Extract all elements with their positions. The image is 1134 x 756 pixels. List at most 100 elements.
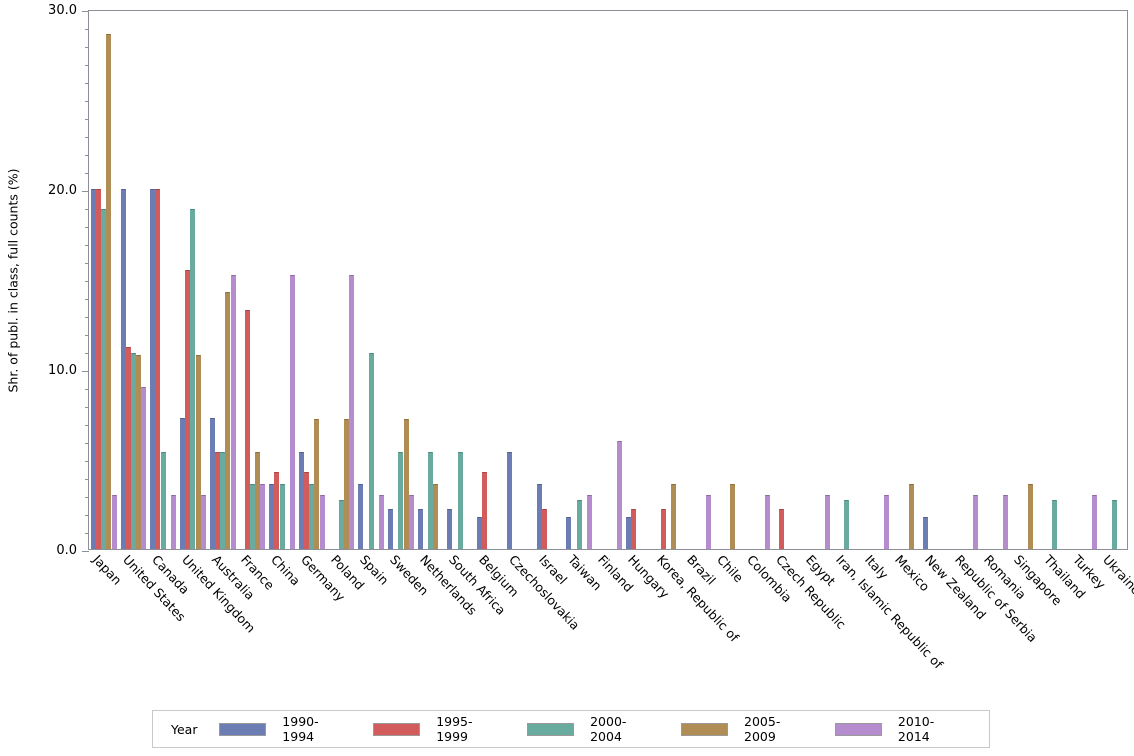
- bar[interactable]: [120, 189, 126, 549]
- bar[interactable]: [779, 509, 785, 549]
- bar[interactable]: [506, 451, 512, 549]
- bar-group: [1040, 11, 1070, 549]
- bar[interactable]: [309, 484, 315, 549]
- bar[interactable]: [417, 509, 423, 549]
- bar[interactable]: [908, 484, 914, 549]
- bar[interactable]: [319, 495, 325, 549]
- bar[interactable]: [358, 484, 364, 549]
- x-axis-labels: Japan United States Canada United Kingdom Au…: [88, 552, 1134, 702]
- bar[interactable]: [730, 484, 736, 549]
- bar[interactable]: [274, 471, 280, 549]
- bar[interactable]: [298, 451, 304, 549]
- legend-item[interactable]: 1990-1994: [219, 714, 343, 744]
- bar[interactable]: [314, 419, 320, 549]
- bar[interactable]: [1111, 500, 1117, 549]
- bar[interactable]: [179, 417, 185, 549]
- bar[interactable]: [214, 451, 220, 549]
- legend-item[interactable]: 2005-2009: [681, 714, 805, 744]
- bar[interactable]: [171, 495, 177, 549]
- bar[interactable]: [671, 484, 677, 549]
- bar[interactable]: [477, 516, 483, 549]
- bar[interactable]: [844, 500, 850, 549]
- bar[interactable]: [1003, 495, 1009, 549]
- tick-line: [85, 173, 89, 174]
- legend-swatch: [219, 722, 267, 736]
- bar[interactable]: [195, 354, 201, 549]
- bar[interactable]: [824, 495, 830, 549]
- tick-line: [85, 47, 89, 48]
- bar[interactable]: [244, 309, 250, 549]
- bar-group: [743, 11, 773, 549]
- legend-item[interactable]: 2010-2014: [835, 714, 959, 744]
- bar[interactable]: [433, 484, 439, 549]
- bar[interactable]: [536, 484, 542, 549]
- bar[interactable]: [884, 495, 890, 549]
- bar[interactable]: [630, 509, 636, 549]
- bar[interactable]: [150, 189, 156, 549]
- bar[interactable]: [111, 495, 117, 549]
- bar[interactable]: [338, 500, 344, 549]
- bar[interactable]: [209, 417, 215, 549]
- bar[interactable]: [289, 275, 295, 549]
- bar[interactable]: [225, 291, 231, 549]
- bar[interactable]: [136, 354, 142, 549]
- bar[interactable]: [106, 34, 112, 549]
- bar[interactable]: [260, 484, 266, 549]
- bar[interactable]: [304, 471, 310, 549]
- legend-swatch: [373, 722, 421, 736]
- bar[interactable]: [185, 270, 191, 549]
- bar[interactable]: [541, 509, 547, 549]
- bar[interactable]: [587, 495, 593, 549]
- bar[interactable]: [398, 451, 404, 549]
- bar[interactable]: [765, 495, 771, 549]
- legend-item[interactable]: 1995-1999: [373, 714, 497, 744]
- bar[interactable]: [428, 451, 434, 549]
- bar[interactable]: [90, 189, 96, 549]
- legend-label: 1990-1994: [282, 714, 319, 744]
- bar[interactable]: [457, 451, 463, 549]
- bar[interactable]: [625, 516, 631, 549]
- bar[interactable]: [96, 189, 102, 549]
- bar[interactable]: [368, 352, 374, 549]
- bar-group: [1099, 11, 1129, 549]
- bar[interactable]: [660, 509, 666, 549]
- bar[interactable]: [705, 495, 711, 549]
- bar[interactable]: [1092, 495, 1098, 549]
- bar[interactable]: [220, 451, 226, 549]
- bar[interactable]: [403, 419, 409, 549]
- bar[interactable]: [408, 495, 414, 549]
- bar[interactable]: [1052, 500, 1058, 549]
- bar-group: [891, 11, 921, 549]
- bar[interactable]: [255, 451, 261, 549]
- bar[interactable]: [576, 500, 582, 549]
- tick-line: [85, 209, 89, 210]
- legend-label: 2005-2009: [744, 714, 781, 744]
- bar[interactable]: [379, 495, 385, 549]
- bar[interactable]: [141, 387, 147, 549]
- legend-item[interactable]: 2000-2004: [527, 714, 651, 744]
- bar[interactable]: [230, 275, 236, 549]
- bar[interactable]: [344, 419, 350, 549]
- bar[interactable]: [387, 509, 393, 549]
- bar[interactable]: [482, 471, 488, 549]
- bar[interactable]: [616, 441, 622, 549]
- bar[interactable]: [249, 484, 255, 549]
- tick-line: [85, 497, 89, 498]
- bar[interactable]: [155, 189, 161, 549]
- bar[interactable]: [101, 208, 107, 549]
- bar[interactable]: [269, 484, 275, 549]
- bar[interactable]: [200, 495, 206, 549]
- bar[interactable]: [279, 484, 285, 549]
- legend-label: 2000-2004: [590, 714, 627, 744]
- bar[interactable]: [566, 516, 572, 549]
- bar[interactable]: [125, 347, 131, 549]
- bar[interactable]: [190, 208, 196, 549]
- bar[interactable]: [922, 516, 928, 549]
- bar[interactable]: [973, 495, 979, 549]
- bar-group: [505, 11, 535, 549]
- bar[interactable]: [447, 509, 453, 549]
- bar[interactable]: [130, 352, 136, 549]
- bar[interactable]: [160, 451, 166, 549]
- bar[interactable]: [1027, 484, 1033, 549]
- bar[interactable]: [349, 275, 355, 549]
